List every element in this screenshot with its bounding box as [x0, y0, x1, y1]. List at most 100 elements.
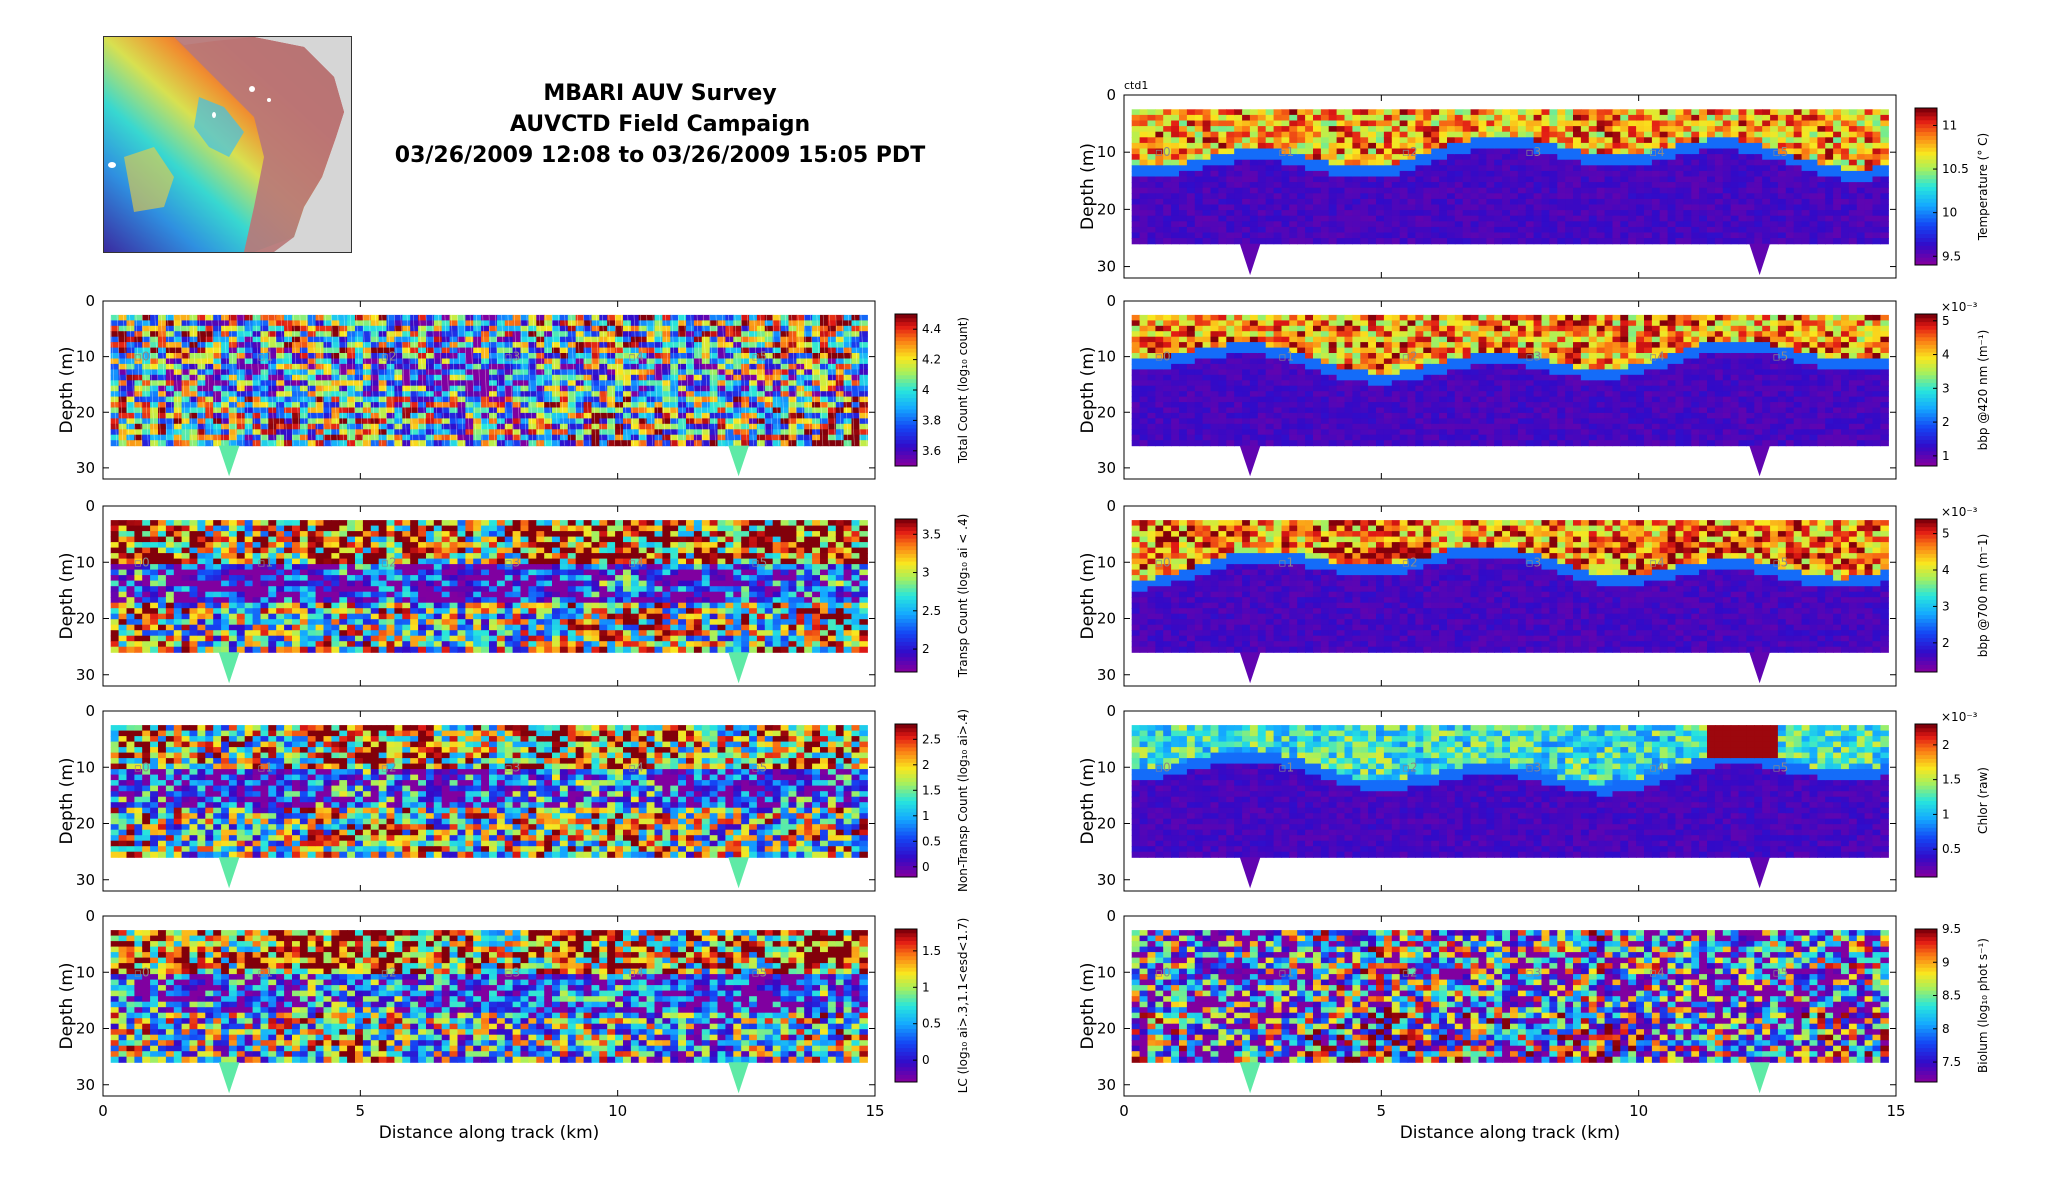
colorbar-swatch — [1915, 1062, 1937, 1068]
auv-track-line — [349, 314, 357, 446]
axes-box — [102, 505, 876, 687]
colorbar-swatch — [1915, 792, 1937, 798]
x-axis-label: Distance along track (km) — [1400, 1123, 1621, 1143]
colorbar-swatch — [1915, 637, 1937, 642]
auv-track-line — [583, 314, 590, 446]
colorbar-swatch — [1915, 633, 1937, 639]
colorbar-tick-label: 5 — [1942, 314, 1950, 328]
colorbar-swatch — [1915, 842, 1937, 847]
colorbar-swatch — [1915, 963, 1937, 968]
auv-track-line — [810, 314, 817, 446]
auv-track-line — [671, 314, 679, 446]
auv-track-line — [709, 314, 716, 446]
colorbar-swatch — [1915, 758, 1937, 763]
colorbar-swatch — [1915, 614, 1937, 619]
seabed-notch — [728, 857, 749, 889]
colorbar-swatch — [1915, 626, 1937, 631]
colorbar-swatch — [895, 549, 917, 554]
auv-track-line — [841, 314, 849, 446]
x-tick-label: 10 — [608, 1102, 627, 1120]
colorbar-swatch — [1915, 143, 1937, 148]
colorbar-swatch — [895, 1001, 917, 1006]
segment-label: ▫2 — [381, 965, 397, 979]
colorbar-swatch — [895, 416, 917, 421]
auv-track-line — [236, 314, 244, 446]
colorbar-swatch — [895, 731, 917, 736]
seabed-notch — [1749, 652, 1770, 684]
segment-label: ▫2 — [381, 555, 397, 569]
auv-track-line — [261, 314, 269, 446]
colorbar-swatch — [895, 668, 917, 673]
colorbar-swatch — [1915, 439, 1937, 444]
colorbar-swatch — [1915, 178, 1937, 184]
auv-track-line — [658, 314, 666, 446]
colorbar-swatch — [895, 773, 917, 779]
segment-label: ▫1 — [1278, 350, 1294, 364]
auv-track-line — [223, 314, 231, 446]
auv-track-line — [835, 314, 843, 446]
colorbar-tick-label: 5 — [1942, 527, 1950, 541]
colorbar-swatch — [1915, 206, 1937, 211]
colorbar-swatch — [895, 846, 917, 851]
colorbar-swatch — [1915, 229, 1937, 235]
colorbar-tick-label: 2 — [1942, 738, 1950, 752]
colorbar-tick-label: 7.5 — [1942, 1055, 1961, 1069]
colorbar-swatch — [895, 990, 917, 995]
auv-track-line — [331, 314, 338, 446]
segment-label: ▫1 — [1278, 145, 1294, 159]
colorbar-label: Chlor (raw) — [1976, 767, 1990, 834]
colorbar-swatch — [895, 344, 917, 349]
colorbar-tick-label: 4.2 — [922, 353, 941, 367]
colorbar-swatch — [1915, 344, 1937, 349]
auv-track-line — [860, 314, 868, 446]
auv-track-line — [513, 314, 521, 446]
colorbar-swatch — [895, 564, 917, 570]
colorbar-swatch — [895, 850, 917, 855]
colorbar-swatch — [895, 572, 917, 577]
colorbar-tick-label: 4 — [1942, 563, 1950, 577]
colorbar-swatch — [1915, 1020, 1937, 1026]
auv-track-line — [576, 314, 584, 446]
colorbar-swatch — [895, 1059, 917, 1064]
auv-track-line — [728, 314, 735, 446]
colorbar-exponent: ×10⁻³ — [1941, 505, 1978, 519]
colorbar-swatch — [1915, 831, 1937, 836]
colorbar-swatch — [895, 796, 917, 801]
colorbar-swatch — [1915, 997, 1937, 1003]
colorbar-swatch — [895, 553, 917, 558]
auv-track-line — [476, 314, 483, 446]
auv-track-line — [646, 314, 653, 446]
colorbar-swatch — [1915, 990, 1937, 995]
colorbar-swatch — [895, 982, 917, 987]
colorbar-swatch — [895, 336, 917, 342]
segment-label: ▫4 — [628, 965, 644, 979]
segment-label: ▫4 — [628, 350, 644, 364]
colorbar-swatch — [1915, 317, 1937, 323]
colorbar-swatch — [1915, 932, 1937, 938]
colorbar-swatch — [1915, 591, 1937, 596]
auv-track-line — [400, 314, 408, 446]
segment-label: ▫4 — [1649, 965, 1665, 979]
seabed-notch — [1239, 445, 1261, 477]
colorbar-tick-label: 4.4 — [922, 322, 941, 336]
colorbar-swatch — [1915, 978, 1937, 984]
auv-track-line — [204, 314, 212, 446]
auv-track-line — [154, 314, 162, 446]
colorbar-swatch — [895, 932, 917, 938]
colorbar-swatch — [895, 435, 917, 440]
colorbar-swatch — [1915, 1028, 1937, 1033]
colorbar-swatch — [1915, 534, 1937, 539]
colorbar-swatch — [1915, 1074, 1937, 1079]
section-field — [1131, 109, 1889, 276]
colorbar-swatch — [895, 439, 917, 444]
auv-track-line — [791, 314, 798, 446]
auv-track-line — [797, 314, 805, 446]
auv-track-line — [520, 314, 527, 446]
segment-label: ▫1 — [257, 555, 273, 569]
segment-label: ▫0 — [134, 965, 150, 979]
colorbar-swatch — [1915, 182, 1937, 187]
auv-track-line — [305, 314, 313, 446]
colorbar-swatch — [1915, 428, 1937, 433]
colorbar-tick-label: 10.5 — [1942, 162, 1969, 176]
auv-track-line — [822, 314, 830, 446]
